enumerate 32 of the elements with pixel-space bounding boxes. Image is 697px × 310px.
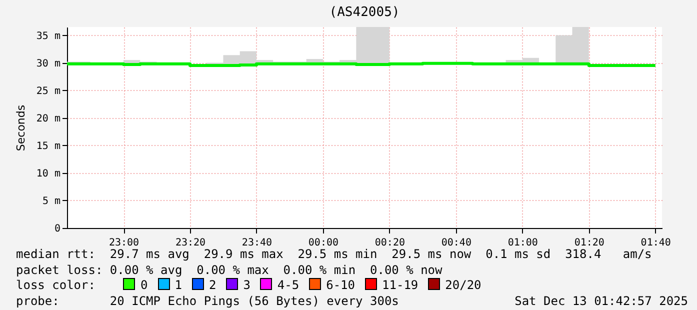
y-axis-title: Seconds bbox=[14, 104, 28, 152]
text: packet loss: 0.00 % avg 0.00 % max 0.00 % min 0.00 % now bbox=[16, 262, 444, 278]
x-tick-label: 23:40 bbox=[242, 238, 272, 248]
text: 11-19 bbox=[382, 278, 418, 292]
text: 0 bbox=[140, 278, 148, 292]
text: probe: 20 ICMP Echo Pings (56 Bytes) every 300s bbox=[16, 294, 399, 308]
y-tick-label: 10 m bbox=[36, 168, 60, 180]
y-tick-label: 25 m bbox=[36, 86, 60, 97]
text: 6-10 bbox=[326, 278, 356, 292]
y-tick-label: 35 m bbox=[36, 30, 60, 42]
y-tick-label: 20 m bbox=[36, 113, 60, 124]
x-tick-label: 00:20 bbox=[374, 238, 405, 248]
text: Sat Dec 13 01:42:57 2025 bbox=[514, 294, 688, 309]
y-tick-label: 0 bbox=[54, 224, 60, 234]
text: loss color: bbox=[16, 278, 96, 292]
text: 1 bbox=[174, 278, 182, 292]
text: median rtt: 29.7 ms avg 29.9 ms max 29.5 ms min 29.5 ms now 0.1 ms sd 318.4 am/s bbox=[16, 247, 653, 262]
text: 4-5 bbox=[277, 278, 300, 292]
text: 3 bbox=[243, 278, 250, 292]
y-tick-label: 5 m bbox=[42, 196, 60, 207]
text: 2 bbox=[208, 278, 216, 292]
chart-title: (AS42005) bbox=[329, 5, 400, 20]
x-tick-label: 01:00 bbox=[508, 238, 538, 248]
y-tick-label: 15 m bbox=[36, 140, 60, 152]
x-tick-label: 00:00 bbox=[308, 238, 339, 248]
x-tick-label: 00:40 bbox=[441, 238, 472, 248]
x-tick-label: 01:40 bbox=[640, 238, 671, 248]
x-tick-label: 23:20 bbox=[175, 238, 206, 248]
text: 20/20 bbox=[445, 278, 482, 292]
x-tick-label: 23:00 bbox=[108, 238, 140, 248]
x-tick-label: 01:20 bbox=[574, 238, 604, 248]
y-tick-label: 30 m bbox=[36, 58, 60, 70]
